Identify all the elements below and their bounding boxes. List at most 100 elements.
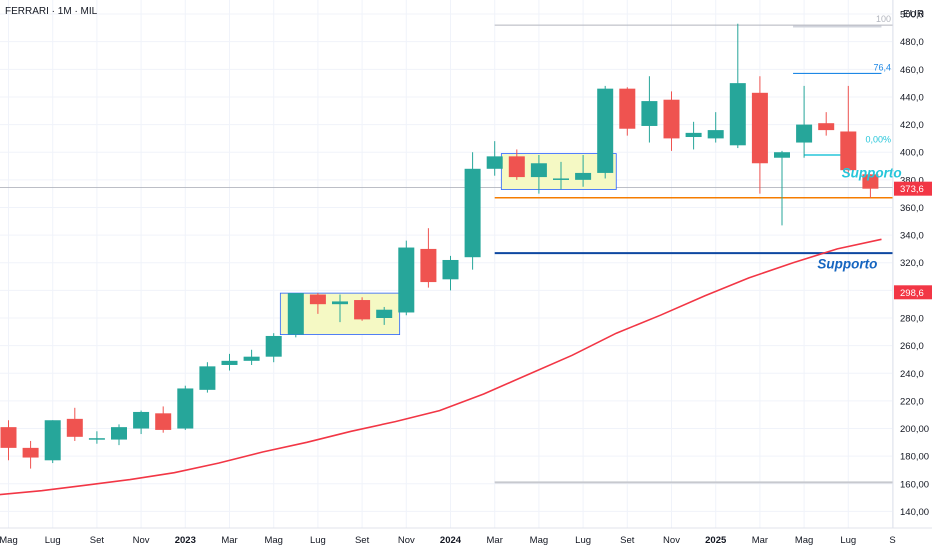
x-tick-label: Mar <box>221 535 237 546</box>
candle-up <box>376 306 393 325</box>
candle-down <box>508 149 525 180</box>
y-tick-label: 220,0 <box>900 396 924 407</box>
candle-body <box>464 168 481 258</box>
candle-body <box>376 309 393 318</box>
candle-down <box>0 420 17 461</box>
candle-up <box>398 240 415 316</box>
candle-up <box>796 85 813 158</box>
candle-up <box>287 293 304 338</box>
candle-body <box>398 247 415 313</box>
grid <box>0 0 893 528</box>
candle-up <box>597 85 614 179</box>
chart-title: FERRARI · 1M · MIL <box>5 6 98 17</box>
y-tick-label: 500,0 <box>900 10 924 21</box>
candle-body <box>774 152 790 158</box>
candle-up <box>464 152 481 270</box>
candle-up <box>332 294 348 323</box>
x-tick-label: 2025 <box>705 535 727 546</box>
x-tick-label: 2023 <box>175 535 196 546</box>
candle-up <box>641 76 658 143</box>
candle-down <box>751 76 768 194</box>
candle-down <box>66 407 83 441</box>
candle-up <box>88 431 105 444</box>
x-tick-label: Mag <box>530 535 548 546</box>
x-tick-label: Mar <box>752 535 768 546</box>
x-tick-label: S <box>889 535 895 546</box>
candle-body <box>796 124 813 143</box>
candle-body <box>818 123 835 131</box>
x-tick-label: Set <box>355 535 370 546</box>
x-tick-label: Lug <box>45 535 61 546</box>
y-tick-label: 200,00 <box>900 424 929 435</box>
candle-body <box>619 88 636 129</box>
candle-body <box>111 427 127 440</box>
x-tick-label: Set <box>620 535 635 546</box>
candle-body <box>354 300 371 320</box>
candle-body <box>243 356 260 361</box>
candle-up <box>199 362 216 393</box>
y-tick-label: 420,0 <box>900 120 924 131</box>
moving-average-line <box>0 238 882 496</box>
candle-body <box>530 163 547 178</box>
x-tick-label: Mar <box>487 535 503 546</box>
candle-body <box>88 438 105 440</box>
y-tick-label: 160,00 <box>900 479 929 490</box>
x-tick-label: Mag <box>795 535 813 546</box>
candle-body <box>420 248 437 283</box>
candle-body <box>862 174 879 189</box>
y-tick-label: 240,0 <box>900 369 924 380</box>
candle-down <box>862 174 879 198</box>
annotations: 100 76,4 0,00% Supporto Supporto <box>817 14 901 272</box>
candle-up <box>553 161 569 190</box>
y-tick-label: 380,0 <box>900 175 924 186</box>
candle-up <box>265 333 282 363</box>
price-tag-bg <box>894 181 932 196</box>
candle-up <box>575 154 592 187</box>
x-tick-label: Mag <box>264 535 282 546</box>
candle-down <box>818 112 835 136</box>
candle-body <box>22 447 39 458</box>
candle-body <box>553 178 569 180</box>
candle-up <box>111 424 127 446</box>
y-tick-label: 480,0 <box>900 37 924 48</box>
candle-body <box>66 418 83 437</box>
candle-up <box>707 112 724 143</box>
candle-body <box>597 88 614 173</box>
x-tick-label: Lug <box>310 535 326 546</box>
y-tick-label: 400,0 <box>900 148 924 159</box>
candle-body <box>287 293 304 335</box>
candle-up <box>729 23 746 149</box>
candle-body <box>751 92 768 164</box>
x-tick-label: Nov <box>663 535 680 546</box>
candle-up <box>133 410 150 435</box>
x-tick-label: Mag <box>0 535 18 546</box>
candle-down <box>354 297 371 321</box>
y-tick-label: 140,00 <box>900 507 929 518</box>
price-tag-label: 298,6 <box>900 288 924 299</box>
y-tick-label: 360,0 <box>900 203 924 214</box>
y-tick-label: 440,0 <box>900 92 924 103</box>
y-tick-label: 340,0 <box>900 231 924 242</box>
candle-up <box>442 255 459 291</box>
fib-level-label: 0,00% <box>865 134 891 144</box>
candle-down <box>309 293 326 314</box>
candle-up <box>774 150 790 226</box>
candle-body <box>663 99 680 139</box>
candle-body <box>44 420 61 461</box>
y-tick-label: 180,00 <box>900 452 929 463</box>
consolidation-boxes <box>279 153 617 335</box>
candle-body <box>221 360 238 365</box>
candle-down <box>155 406 172 433</box>
candle-body <box>685 132 702 138</box>
support-label: Supporto <box>842 165 902 180</box>
candle-body <box>332 301 348 305</box>
y-tick-label: 260,0 <box>900 341 924 352</box>
x-tick-label: Set <box>90 535 105 546</box>
fib-level-label: 76,4 <box>873 62 891 72</box>
price-tag-bg <box>894 285 932 300</box>
candle-down <box>22 440 39 469</box>
candle-body <box>486 156 503 169</box>
